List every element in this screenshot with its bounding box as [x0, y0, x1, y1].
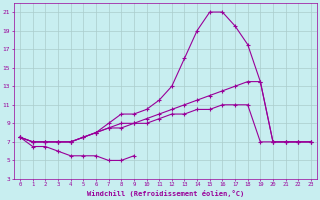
X-axis label: Windchill (Refroidissement éolien,°C): Windchill (Refroidissement éolien,°C)	[87, 190, 244, 197]
